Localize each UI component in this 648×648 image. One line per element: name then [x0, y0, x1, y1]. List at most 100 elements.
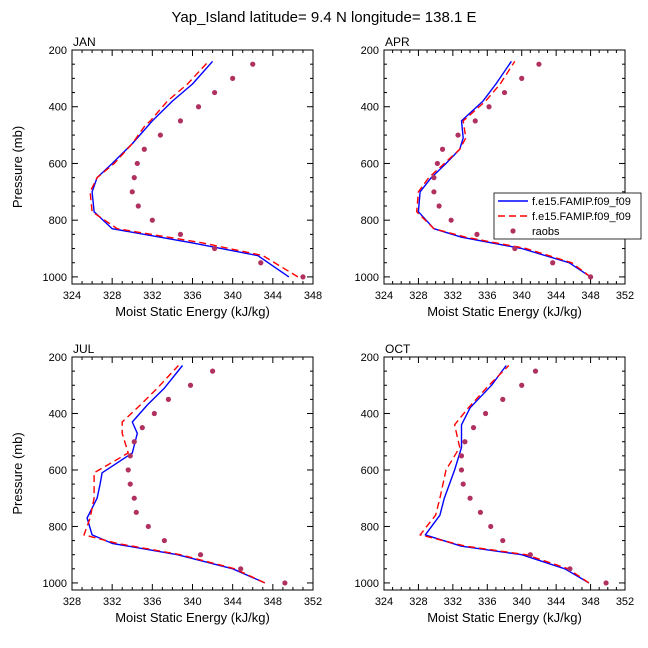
raobs-marker — [141, 146, 147, 152]
plot-frame — [71, 356, 314, 591]
panel-oct: OCT 324 328 332 336 340 344 348 352 200 400 600 800 1… — [355, 342, 635, 625]
y-tick-label: 200 — [361, 45, 379, 57]
y-tick-label: 400 — [49, 408, 67, 420]
raobs-marker — [455, 132, 461, 138]
raobs-marker — [187, 382, 194, 388]
x-tick-label: 344 — [547, 596, 565, 608]
y-tick-label: 600 — [49, 465, 67, 477]
y-tick-label: 400 — [49, 102, 67, 114]
raobs-marker — [474, 231, 480, 237]
raobs-marker — [431, 189, 437, 195]
raobs-marker — [211, 89, 218, 96]
y-tick-label: 600 — [361, 465, 379, 477]
raobs-marker — [211, 245, 218, 252]
raobs-marker — [431, 175, 437, 181]
raobs-marker — [165, 396, 171, 402]
raobs-marker — [448, 217, 454, 223]
x-tick-label: 328 — [409, 290, 427, 302]
y-tick-label: 600 — [361, 158, 379, 170]
x-tick-label: 352 — [304, 596, 322, 608]
raobs-marker — [258, 260, 264, 266]
legend-entry-2: f.e15.FAMIP.f09_f09 — [532, 211, 631, 223]
x-tick-label: 332 — [103, 596, 121, 608]
x-tick-label: 344 — [264, 290, 282, 302]
raobs-marker — [567, 566, 573, 572]
raobs-marker — [434, 160, 440, 167]
raobs-marker — [470, 425, 477, 431]
y-tick-label: 1000 — [43, 272, 67, 284]
raobs-marker — [536, 61, 542, 67]
series-line-dashed — [89, 60, 299, 278]
raobs-marker — [458, 453, 465, 459]
y-tick-label: 800 — [361, 215, 379, 227]
y-axis-title: Pressure (mb) — [10, 432, 25, 514]
x-tick-label: 340 — [513, 596, 531, 608]
plot-frame — [383, 49, 626, 285]
x-tick-label: 336 — [478, 290, 496, 302]
raobs-marker — [282, 580, 288, 586]
x-tick-label: 348 — [581, 596, 599, 608]
x-axis-title: Moist Static Energy (kJ/kg) — [427, 610, 582, 625]
x-tick-label: 352 — [616, 290, 634, 302]
x-tick-label: 352 — [616, 596, 634, 608]
raobs-marker — [230, 75, 236, 81]
raobs-marker — [488, 523, 494, 530]
panel-label: OCT — [385, 342, 411, 356]
raobs-marker — [501, 89, 508, 96]
raobs-marker — [134, 160, 140, 167]
raobs-marker — [486, 104, 492, 110]
raobs-marker — [127, 453, 133, 459]
raobs-marker — [519, 382, 525, 388]
raobs-marker — [177, 231, 184, 237]
x-tick-label: 332 — [444, 290, 462, 302]
raobs-marker — [125, 467, 131, 473]
raobs-marker — [161, 537, 167, 544]
x-tick-label: 340 — [223, 290, 241, 302]
raobs-marker — [527, 552, 533, 558]
raobs-marker — [238, 566, 244, 572]
raobs-marker — [460, 481, 466, 487]
y-tick-label: 1000 — [355, 272, 379, 284]
raobs-marker — [129, 189, 135, 195]
x-tick-label: 328 — [103, 290, 121, 302]
legend-swatch-marker — [510, 228, 516, 234]
legend-entry-3: raobs — [532, 226, 560, 238]
raobs-marker — [519, 75, 525, 81]
panel-label: JUL — [73, 342, 95, 356]
y-tick-label: 200 — [49, 45, 67, 57]
series-line-solid — [91, 60, 290, 278]
series-line-dashed — [419, 365, 590, 584]
raobs-marker — [550, 260, 556, 266]
raobs-marker — [500, 396, 506, 402]
y-tick-label: 800 — [49, 521, 67, 533]
raobs-marker — [472, 118, 478, 124]
raobs-marker — [458, 467, 465, 473]
raobs-marker — [500, 537, 506, 544]
raobs-marker — [131, 175, 137, 181]
x-tick-label: 324 — [375, 290, 393, 302]
x-tick-label: 348 — [581, 290, 599, 302]
raobs-marker — [127, 481, 133, 487]
raobs-marker — [462, 439, 468, 445]
x-tick-label: 348 — [264, 596, 282, 608]
x-tick-label: 324 — [63, 290, 81, 302]
x-tick-label: 340 — [183, 596, 201, 608]
y-tick-label: 200 — [361, 352, 379, 364]
raobs-marker — [477, 509, 483, 515]
raobs-marker — [197, 552, 204, 558]
series-line-solid — [86, 365, 266, 584]
x-tick-label: 332 — [143, 290, 161, 302]
y-tick-label: 200 — [49, 352, 67, 364]
x-tick-label: 340 — [513, 290, 531, 302]
raobs-marker — [209, 368, 216, 374]
raobs-marker — [195, 104, 202, 110]
raobs-marker — [135, 203, 141, 209]
x-tick-label: 344 — [547, 290, 565, 302]
series-line-solid — [424, 365, 590, 584]
plot-frame — [383, 356, 626, 591]
raobs-marker — [151, 410, 157, 417]
x-axis-title: Moist Static Energy (kJ/kg) — [115, 610, 270, 625]
x-axis-title: Moist Static Energy (kJ/kg) — [427, 304, 582, 319]
raobs-marker — [131, 495, 137, 501]
